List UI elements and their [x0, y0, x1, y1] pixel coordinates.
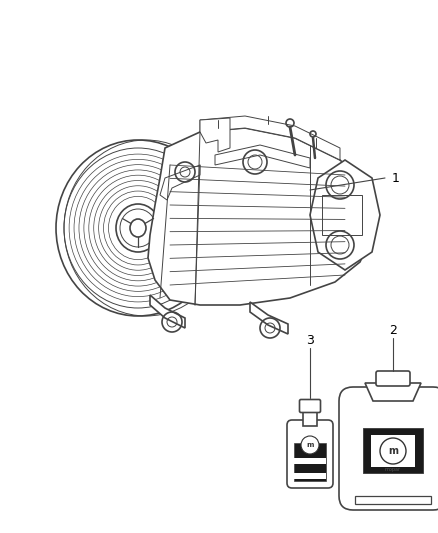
FancyBboxPatch shape	[376, 371, 410, 386]
Text: 2: 2	[389, 325, 397, 337]
Bar	[355, 496, 431, 504]
Polygon shape	[200, 118, 230, 152]
Bar	[322, 195, 362, 235]
Circle shape	[301, 436, 319, 454]
FancyBboxPatch shape	[300, 400, 321, 413]
Bar	[371, 435, 415, 467]
Polygon shape	[310, 160, 380, 270]
Text: m: m	[306, 442, 314, 448]
Bar	[294, 443, 326, 481]
FancyBboxPatch shape	[287, 420, 333, 488]
Polygon shape	[150, 295, 185, 328]
Text: mopar: mopar	[385, 466, 401, 472]
Polygon shape	[365, 383, 421, 401]
Polygon shape	[200, 116, 340, 160]
Bar	[363, 428, 423, 473]
Polygon shape	[160, 165, 200, 200]
Text: m: m	[388, 446, 398, 456]
Text: 3: 3	[306, 335, 314, 348]
FancyBboxPatch shape	[339, 387, 438, 510]
Polygon shape	[148, 128, 375, 305]
Text: 1: 1	[392, 172, 400, 184]
Polygon shape	[215, 145, 310, 168]
FancyBboxPatch shape	[303, 410, 317, 426]
Bar	[294, 458, 326, 464]
Bar	[294, 473, 326, 479]
Polygon shape	[250, 302, 288, 334]
Circle shape	[380, 438, 406, 464]
